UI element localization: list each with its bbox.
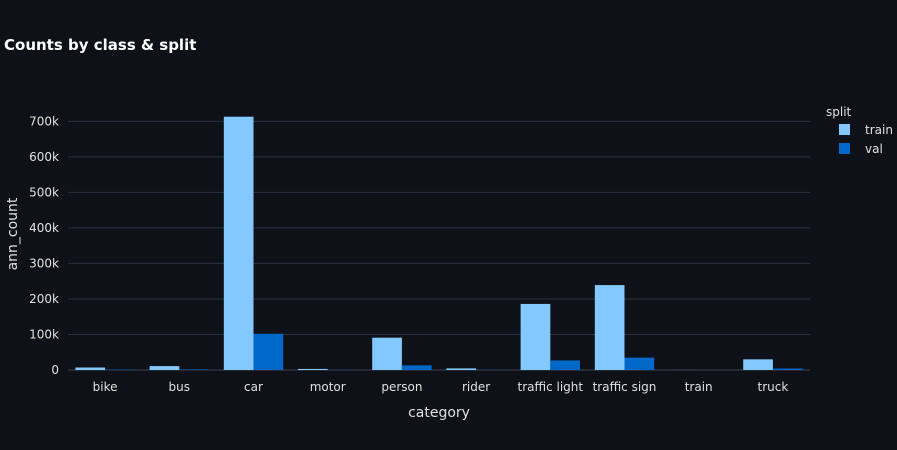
x-axis-ticks: bike bus car motor person rider traffic light t…	[93, 380, 789, 394]
bar-val[interactable]	[624, 357, 655, 370]
chart-title: Counts by class & split	[4, 36, 196, 54]
x-tick-label: person	[381, 380, 422, 394]
y-tick-label: 0	[51, 363, 59, 377]
bar-train[interactable]	[75, 367, 106, 370]
x-tick-label: traffic sign	[593, 380, 657, 394]
bar-train[interactable]	[520, 303, 551, 370]
y-tick-label: 500k	[29, 185, 59, 199]
x-tick-label: truck	[758, 380, 789, 394]
bar-train[interactable]	[149, 366, 180, 370]
bar-train[interactable]	[372, 337, 402, 370]
bar-train[interactable]	[223, 116, 254, 371]
bar-train[interactable]	[446, 368, 477, 370]
legend-swatch-train[interactable]	[839, 124, 850, 135]
x-tick-label: traffic light	[517, 380, 583, 394]
bar-val[interactable]	[179, 369, 209, 370]
x-tick-label: car	[244, 380, 263, 394]
y-tick-label: 600k	[29, 150, 59, 164]
y-tick-label: 400k	[29, 221, 59, 235]
x-tick-label: bike	[93, 380, 118, 394]
x-tick-label: rider	[462, 380, 490, 394]
bar-train[interactable]	[743, 359, 773, 370]
x-tick-label: train	[685, 380, 713, 394]
y-axis-title: ann_count	[5, 197, 21, 270]
bar-val[interactable]	[253, 333, 284, 370]
legend-label-train[interactable]: train	[865, 123, 893, 137]
x-tick-label: bus	[169, 380, 190, 394]
legend-title: split	[826, 105, 852, 119]
y-tick-label: 200k	[29, 292, 59, 306]
y-axis-ticks: 0 100k 200k 300k 400k 500k 600k 700k	[29, 114, 59, 377]
bar-val[interactable]	[550, 360, 580, 370]
bar-train[interactable]	[298, 368, 328, 370]
x-axis-title: category	[408, 405, 470, 421]
legend[interactable]: split train val	[826, 105, 893, 156]
y-tick-label: 700k	[29, 114, 59, 128]
bar-val[interactable]	[772, 368, 803, 370]
legend-swatch-val[interactable]	[839, 143, 850, 154]
bars	[75, 116, 803, 371]
y-tick-label: 300k	[29, 256, 59, 270]
y-tick-label: 100k	[29, 327, 59, 341]
grid-lines	[68, 120, 810, 371]
x-tick-label: motor	[310, 380, 346, 394]
bar-train[interactable]	[594, 285, 625, 370]
legend-label-val[interactable]: val	[865, 142, 883, 156]
bar-val[interactable]	[401, 365, 432, 370]
